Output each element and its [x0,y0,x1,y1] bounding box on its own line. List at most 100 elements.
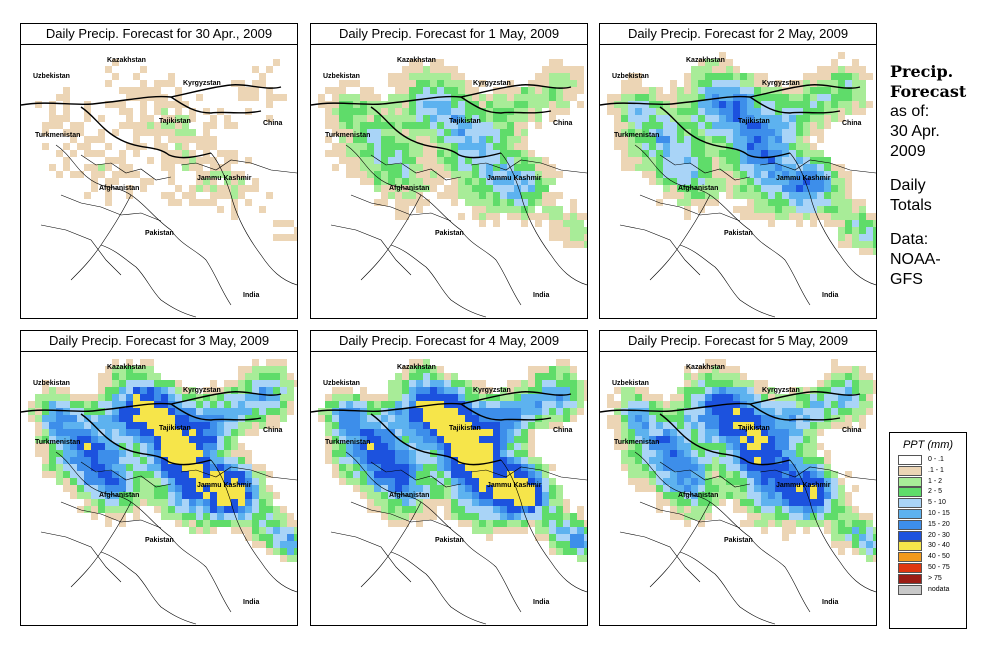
precip-cell [472,527,479,534]
precip-cell [775,171,782,178]
precip-cell [549,108,556,115]
precip-cell [542,387,549,394]
asof-line: 30 Apr. [890,123,940,140]
precip-cell [154,450,161,457]
precip-cell [465,464,472,471]
precip-cell [126,115,133,122]
precip-cell [388,471,395,478]
precip-cell [374,457,381,464]
precip-cell [35,443,42,450]
precip-cell [416,94,423,101]
precip-cell [712,73,719,80]
precip-cell [423,394,430,401]
precip-cell [691,457,698,464]
precip-cell [196,164,203,171]
precip-cell [374,450,381,457]
precip-cell [656,164,663,171]
precip-cell [577,87,584,94]
precip-cell [423,115,430,122]
precip-cell [266,415,273,422]
precip-cell [726,366,733,373]
precip-cell [845,227,852,234]
precip-cell [416,115,423,122]
precip-cell [360,394,367,401]
boundary-line [330,224,412,276]
precip-cell [374,485,381,492]
precip-cell [556,366,563,373]
precip-cell [486,464,493,471]
precip-cell [416,373,423,380]
precip-cell [252,394,259,401]
precip-cell [332,94,339,101]
panel-map: Kazakhstan Uzbekistan Kyrgyzstan Tajikis… [599,44,877,319]
precip-cell [273,415,280,422]
precip-cell [796,394,803,401]
precip-cell [91,164,98,171]
precip-cell [621,429,628,436]
precip-cell [542,206,549,213]
precip-cell [691,415,698,422]
precip-cell [353,429,360,436]
precip-cell [563,415,570,422]
precip-cell [479,178,486,185]
precip-cell [831,366,838,373]
precip-cell [514,143,521,150]
precip-cell [754,436,761,443]
precip-cell [838,527,845,534]
precip-cell [542,87,549,94]
precip-field [28,359,297,562]
precip-cell [656,136,663,143]
precip-cell [782,199,789,206]
precip-cell [203,520,210,527]
precip-cell [733,443,740,450]
precip-cell [528,199,535,206]
precip-cell [287,408,294,415]
precip-cell [803,408,810,415]
precip-cell [824,101,831,108]
precip-cell [542,366,549,373]
precip-cell [210,192,217,199]
precip-cell [430,185,437,192]
precip-cell [252,380,259,387]
precip-cell [698,192,705,199]
precip-cell [252,429,259,436]
precip-cell [866,227,873,234]
precip-cell [528,401,535,408]
precip-cell [210,422,217,429]
precip-cell [845,171,852,178]
precip-cell [224,478,231,485]
precip-cell [684,213,691,220]
precip-cell [642,94,649,101]
precip-cell [635,485,642,492]
precip-cell [430,471,437,478]
precip-cell [56,150,63,157]
precip-cell [577,213,584,220]
precip-cell [168,122,175,129]
precip-cell [663,464,670,471]
precip-cell [824,185,831,192]
precip-cell [775,199,782,206]
precip-cell [189,429,196,436]
precip-cell [182,415,189,422]
precip-cell [838,241,845,248]
boundary-line [390,244,487,318]
precip-cell [761,492,768,499]
label-kyrgyzstan: Kyrgyzstan [183,387,221,394]
precip-cell [423,401,430,408]
precip-cell [147,115,154,122]
precip-cell [126,143,133,150]
precip-cell [161,443,168,450]
precip-cell [339,401,346,408]
precip-cell [817,178,824,185]
precip-cell [42,422,49,429]
precip-cell [217,499,224,506]
precip-cell [656,108,663,115]
precip-cell [873,527,876,534]
precip-cell [656,422,663,429]
precip-cell [824,220,831,227]
precip-cell [161,478,168,485]
precip-cell [105,192,112,199]
precip-cell [712,108,719,115]
precip-cell [175,401,182,408]
precip-cell [507,464,514,471]
